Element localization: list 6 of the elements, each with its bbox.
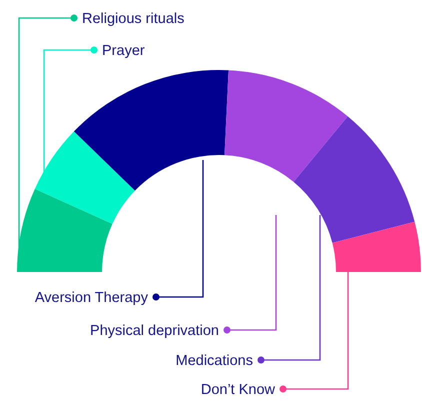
slice-label: Religious rituals <box>82 11 184 27</box>
legend-label: Medications <box>176 353 253 369</box>
legend-label: Physical deprivation <box>90 323 219 339</box>
slice-label: Prayer <box>102 43 145 59</box>
legend-label: Aversion Therapy <box>34 290 149 306</box>
legend-label: Don’t Know <box>200 382 276 398</box>
